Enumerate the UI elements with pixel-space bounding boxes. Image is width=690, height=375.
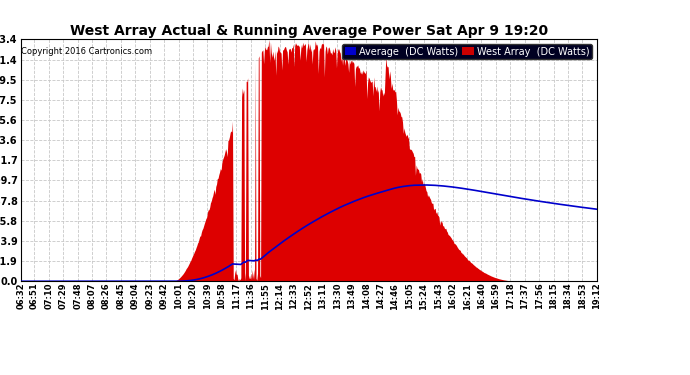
Legend: Average  (DC Watts), West Array  (DC Watts): Average (DC Watts), West Array (DC Watts…	[342, 44, 592, 59]
Text: Copyright 2016 Cartronics.com: Copyright 2016 Cartronics.com	[21, 46, 152, 56]
Title: West Array Actual & Running Average Power Sat Apr 9 19:20: West Array Actual & Running Average Powe…	[70, 24, 548, 38]
